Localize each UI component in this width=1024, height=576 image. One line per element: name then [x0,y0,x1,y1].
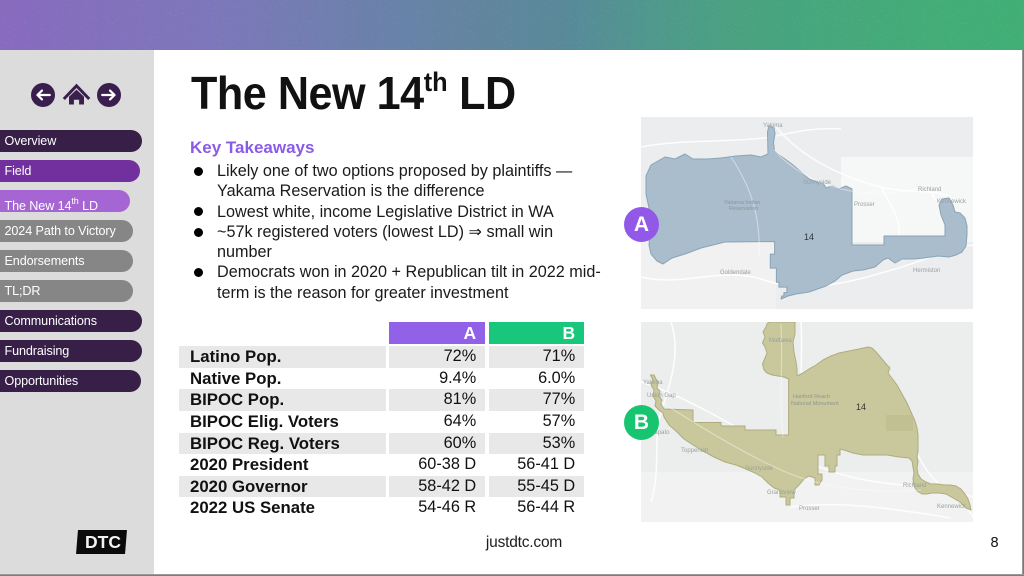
svg-text:Prosser: Prosser [799,506,820,512]
svg-text:Kennewick: Kennewick [937,199,967,205]
svg-text:Yakima: Yakima [763,123,783,129]
svg-text:Wapato: Wapato [649,430,670,436]
svg-text:Yakima: Yakima [643,380,663,386]
svg-text:National Monument: National Monument [791,401,839,407]
svg-text:Richland: Richland [903,483,926,489]
svg-text:Mattawa: Mattawa [769,338,792,344]
svg-text:14: 14 [804,232,814,242]
svg-text:Kennewick: Kennewick [937,504,967,510]
svg-text:Union Gap: Union Gap [647,393,676,399]
svg-text:Yakama Indian: Yakama Indian [724,200,760,206]
svg-text:Richland: Richland [918,187,941,193]
svg-text:Hanford Reach: Hanford Reach [793,394,830,400]
svg-text:Goldendale: Goldendale [720,270,751,276]
svg-text:Hermiston: Hermiston [913,268,940,274]
svg-text:Reservation: Reservation [729,206,758,212]
svg-text:Sunnyside: Sunnyside [803,180,832,186]
svg-text:Prosser: Prosser [854,202,875,208]
svg-text:Grandview: Grandview [767,490,796,496]
svg-text:Sunnyside: Sunnyside [745,466,774,472]
svg-text:14: 14 [856,402,866,412]
svg-text:Toppenish: Toppenish [681,448,708,454]
